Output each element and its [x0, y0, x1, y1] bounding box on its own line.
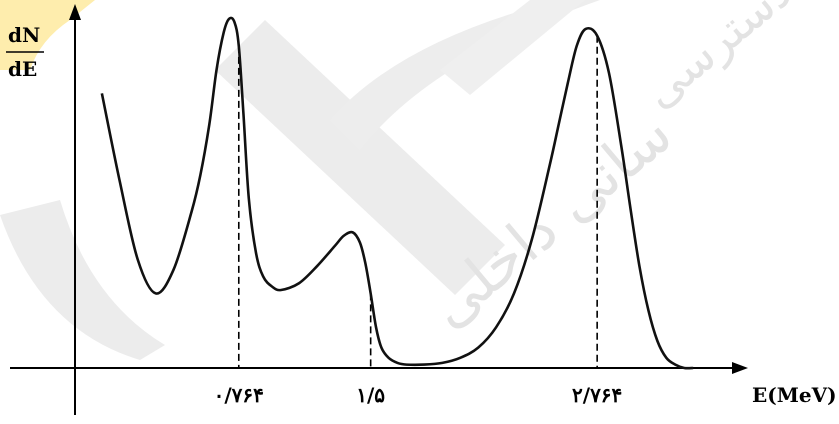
watermark-text-top-right: طراح دسترسی	[632, 0, 839, 119]
y-label-numerator: dN	[8, 23, 40, 47]
watermark-stroke-upper	[330, 0, 600, 150]
y-label-denominator: dE	[8, 57, 37, 81]
axes	[10, 4, 748, 415]
x-tick-label-2: ۲/۷۶۴	[572, 383, 622, 407]
x-axis-label: E(MeV)	[752, 383, 837, 407]
watermark-stroke-top	[440, 0, 585, 95]
series-line-0	[100, 16, 694, 370]
watermark-stroke-left	[0, 200, 165, 360]
x-axis-arrow	[732, 362, 748, 374]
y-axis-arrow	[69, 4, 81, 20]
x-tick-labels: ۰/۷۶۴ ۱/۵ ۲/۷۶۴	[214, 383, 623, 407]
marker-lines	[237, 35, 598, 368]
y-axis-label: dN dE	[6, 23, 44, 81]
series-group	[100, 16, 694, 370]
watermark-stroke-large	[215, 20, 505, 295]
x-tick-label-1: ۱/۵	[356, 383, 385, 407]
x-tick-label-0: ۰/۷۶۴	[214, 383, 264, 407]
watermark: طراح دسترسی سانی داخلی	[0, 0, 839, 360]
